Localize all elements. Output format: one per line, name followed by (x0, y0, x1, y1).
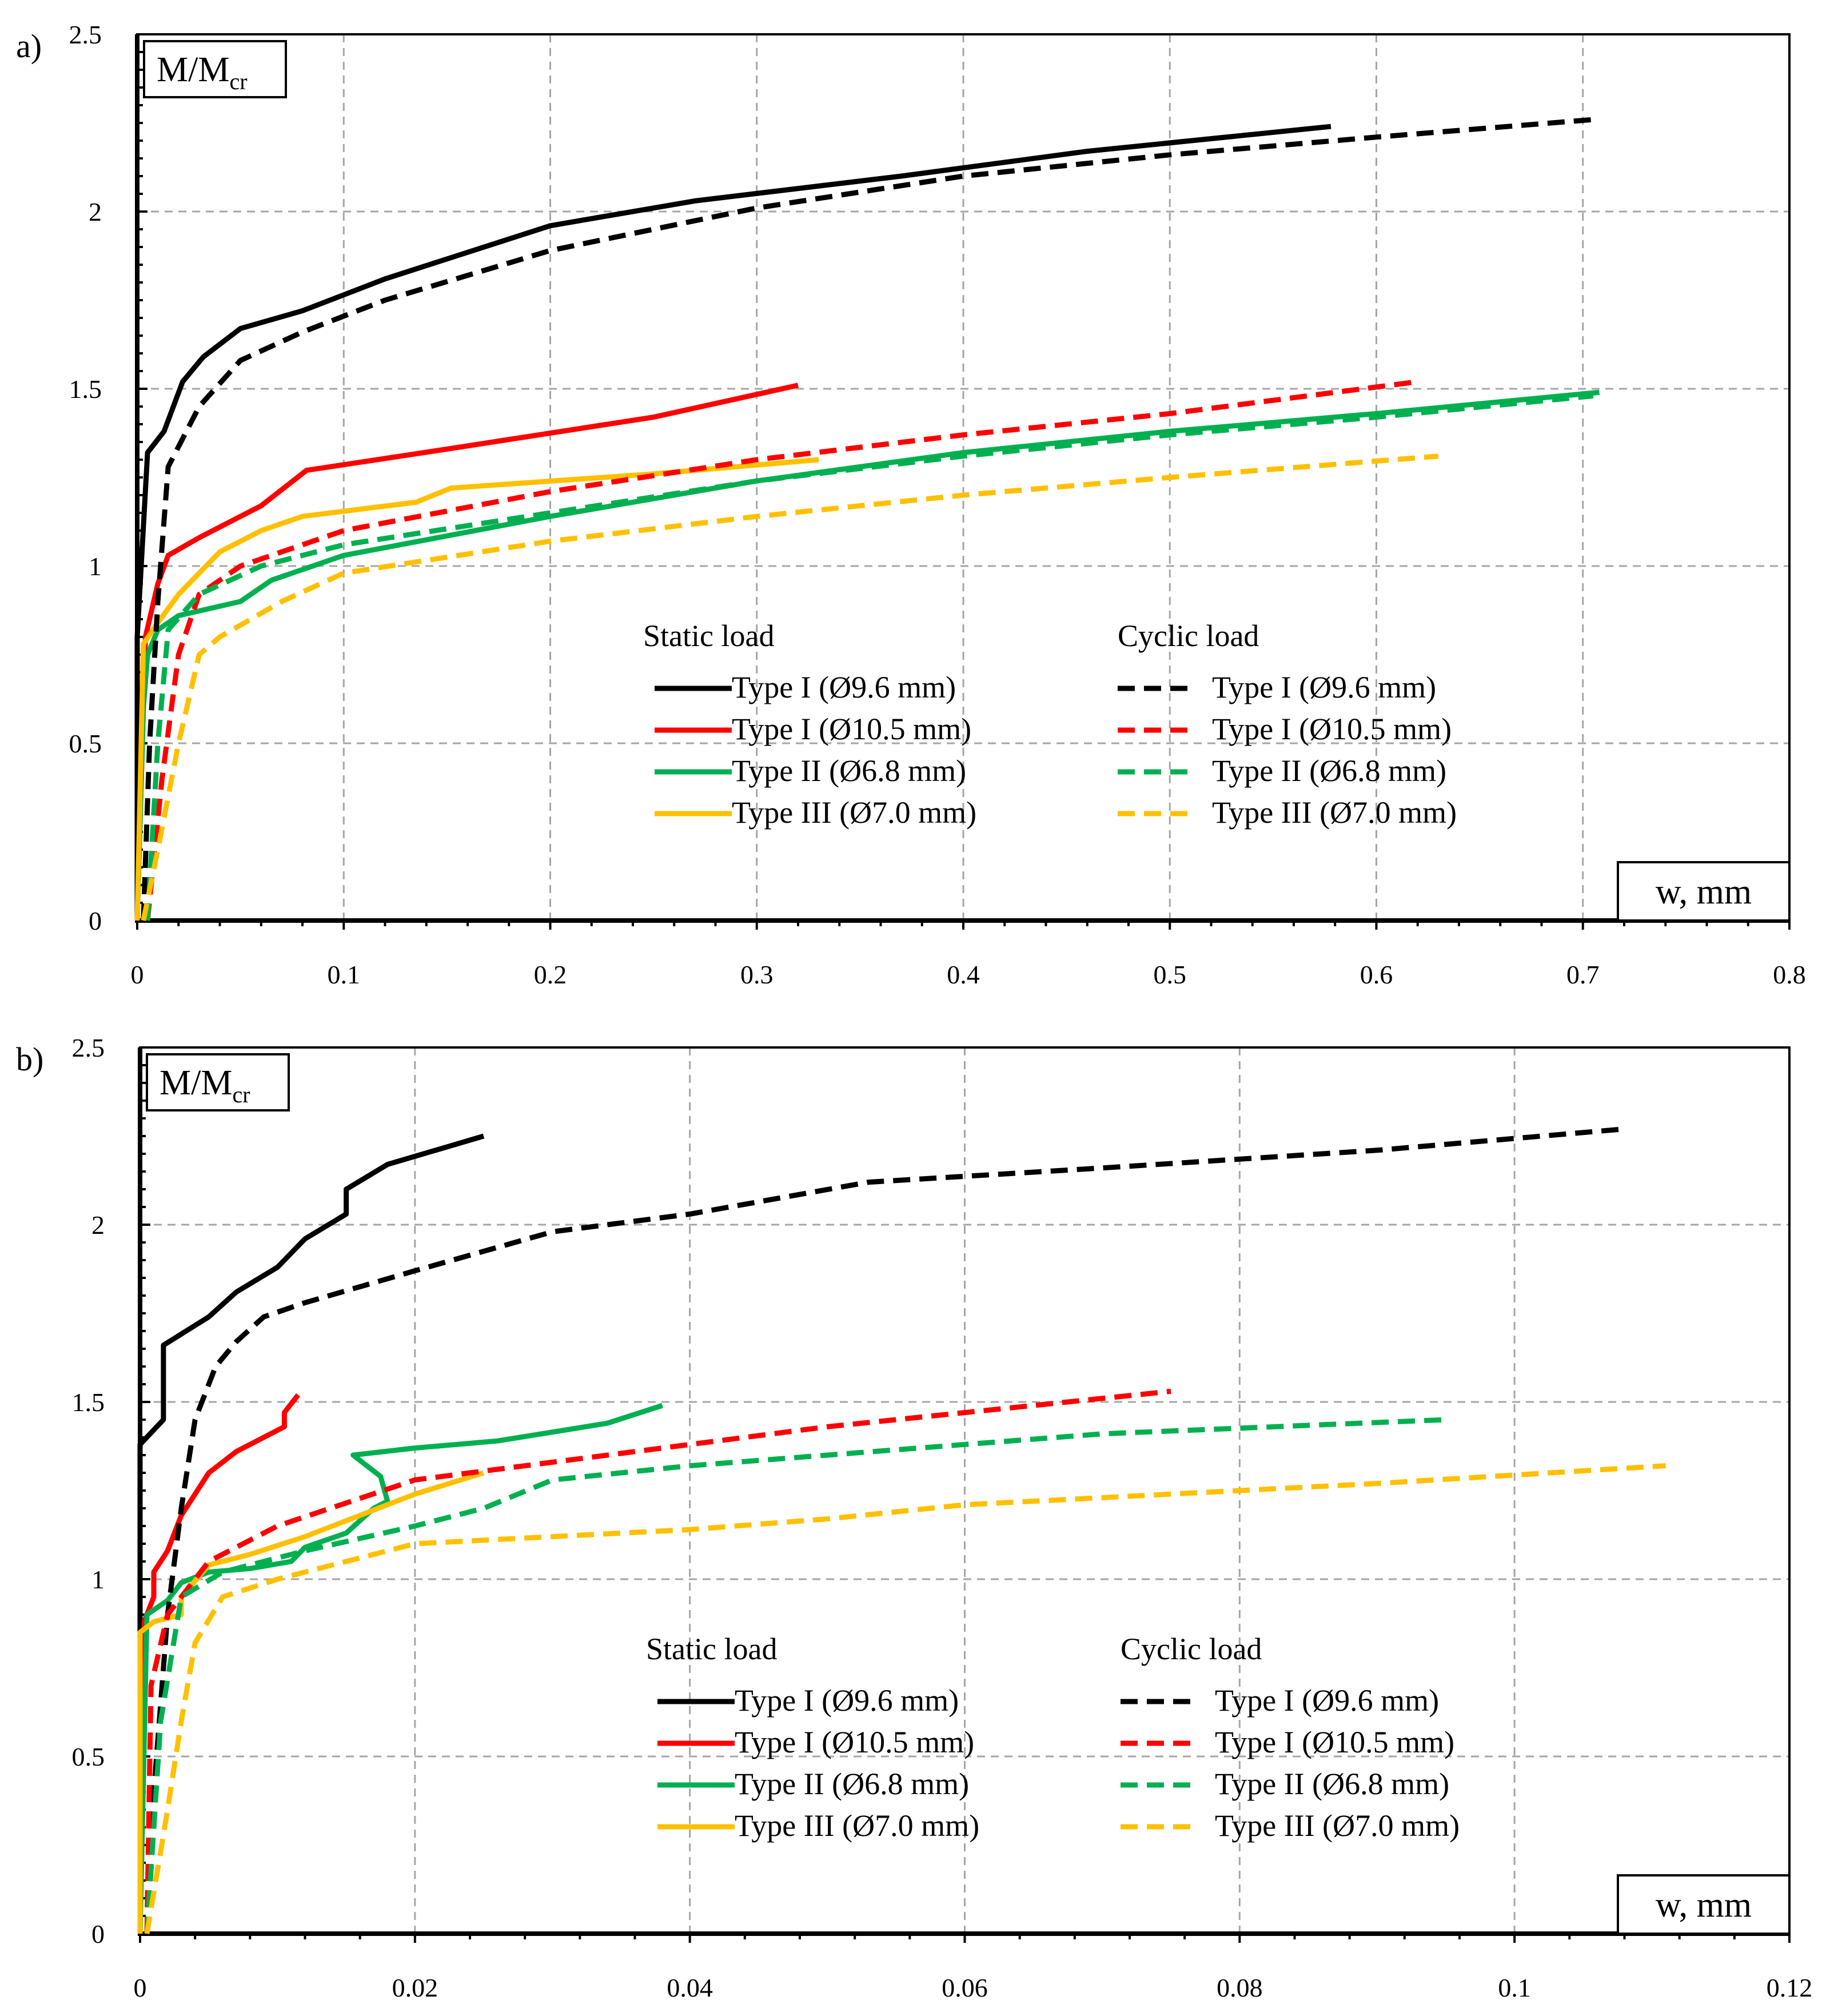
y-tick-label: 0 (91, 1919, 105, 1949)
x-tick-label: 0.1 (328, 960, 361, 989)
panel-a: 0 0.5 1 1.5 2 2.5 0 0.1 0.2 0.3 0.4 0.5 0.6 0.7 0.8 a) M… (16, 20, 1806, 989)
legend-entry-cyclic: Type III (Ø7.0 mm) (1215, 1808, 1460, 1843)
series-line-cyclic-black (144, 1126, 1625, 1934)
x-tick-label: 0.3 (740, 960, 774, 989)
series-line-cyclic-red (144, 1388, 1171, 1934)
legend-entry-cyclic: Type II (Ø6.8 mm) (1215, 1767, 1449, 1801)
legend-entry-cyclic: Type I (Ø9.6 mm) (1212, 670, 1436, 704)
legend-entry-cyclic: Type I (Ø9.6 mm) (1215, 1683, 1439, 1718)
x-tick-label: 0.5 (1154, 960, 1187, 989)
legend-entry-cyclic: Type II (Ø6.8 mm) (1212, 754, 1446, 788)
x-label-frame (1617, 861, 1791, 922)
legend: Static load Cyclic load Type I (Ø9.6 mm) Ty… (646, 1632, 1460, 1843)
x-axis-label-box: w, mm (1617, 1874, 1791, 1935)
x-axis-label: w, mm (1656, 872, 1752, 911)
series-group (134, 117, 1600, 921)
x-label-frame (1617, 1874, 1791, 1935)
legend-entry-static: Type I (Ø10.5 mm) (735, 1725, 974, 1759)
panel-b: 0 0.5 1 1.5 2 2.5 0 0.02 0.04 0.06 0.08 0.1 0.12 b) M/… (16, 1033, 1812, 2002)
y-axis-label-box: M/Mcr (146, 1053, 290, 1111)
legend-entry-static: Type II (Ø6.8 mm) (732, 754, 966, 788)
legend-entry-static: Type I (Ø9.6 mm) (735, 1683, 959, 1718)
legend-entry-cyclic: Type I (Ø10.5 mm) (1215, 1725, 1454, 1759)
x-tick-label: 0.1 (1498, 1973, 1531, 2002)
legend-entry-static: Type II (Ø6.8 mm) (735, 1767, 969, 1801)
y-axis-label-sub: cr (232, 1082, 250, 1107)
series-line-cyclic-red (145, 379, 1418, 921)
series-line-static-yellow (137, 1470, 485, 1934)
series-line-static-black (137, 1133, 485, 1934)
series-line-static-green (137, 1403, 663, 1934)
x-tick-label: 0.02 (392, 1973, 438, 2002)
y-tick-label: 1.5 (72, 1388, 105, 1417)
legend-entry-static: Type I (Ø9.6 mm) (732, 670, 956, 704)
series-line-cyclic-yellow (141, 453, 1439, 921)
y-axis-label-sub: cr (229, 69, 247, 94)
series-line-cyclic-black (141, 117, 1596, 921)
series-line-cyclic-yellow (144, 1463, 1666, 1934)
y-tick-label: 0.5 (72, 1742, 105, 1771)
x-tick-label: 0.06 (942, 1973, 988, 2002)
legend-heading-cyclic: Cyclic load (1118, 619, 1259, 653)
y-axis-label-box: M/Mcr (143, 40, 287, 98)
x-tick-label: 0 (131, 960, 144, 989)
x-tick-label: 0.04 (667, 1973, 713, 2002)
y-tick-label: 1 (89, 552, 102, 581)
y-tick-label: 0.5 (69, 729, 102, 758)
y-label-frame (143, 40, 287, 98)
x-tick-label: 0 (134, 1973, 147, 2002)
legend-entry-static: Type III (Ø7.0 mm) (732, 795, 976, 830)
y-tick-label: 0 (89, 906, 102, 935)
legend-entry-cyclic: Type III (Ø7.0 mm) (1212, 795, 1457, 830)
x-tick-label: 0.6 (1360, 960, 1393, 989)
x-axis-label-box: w, mm (1617, 861, 1791, 922)
x-tick-label: 0.2 (534, 960, 567, 989)
series-line-static-red (137, 1393, 301, 1934)
panel-label: a) (16, 27, 42, 65)
series-line-static-red (134, 383, 799, 921)
legend-entry-static: Type III (Ø7.0 mm) (735, 1808, 979, 1843)
y-tick-label: 2 (91, 1210, 105, 1240)
series-line-static-yellow (134, 457, 819, 921)
series-line-static-green (134, 389, 1600, 921)
x-tick-label: 0.12 (1767, 1973, 1813, 2002)
legend-heading-static: Static load (646, 1632, 777, 1666)
x-tick-label: 0.4 (947, 960, 980, 989)
x-tick-label: 0.8 (1773, 960, 1806, 989)
grid (137, 34, 1789, 921)
legend: Static load Cyclic load Type I (Ø9.6 mm) Ty… (643, 619, 1457, 830)
y-tick-label: 1 (91, 1565, 105, 1594)
x-tick-label: 0.08 (1217, 1973, 1263, 2002)
x-tick-label: 0.7 (1566, 960, 1600, 989)
legend-heading-static: Static load (643, 619, 774, 653)
x-axis-label: w, mm (1656, 1886, 1752, 1925)
y-tick-label: 2.5 (72, 1033, 105, 1062)
series-line-cyclic-green (144, 1417, 1446, 1934)
series-line-static-black (134, 123, 1331, 921)
y-tick-label: 1.5 (69, 374, 102, 404)
series-line-cyclic-green (145, 393, 1594, 921)
legend-heading-cyclic: Cyclic load (1121, 1632, 1262, 1666)
legend-entry-cyclic: Type I (Ø10.5 mm) (1212, 712, 1452, 746)
series-group (137, 1126, 1666, 1934)
legend-entry-static: Type I (Ø10.5 mm) (732, 712, 971, 746)
y-tick-label: 2 (89, 197, 102, 226)
y-label-frame (146, 1053, 290, 1111)
panel-label: b) (16, 1041, 43, 1078)
y-tick-label: 2.5 (69, 20, 102, 49)
